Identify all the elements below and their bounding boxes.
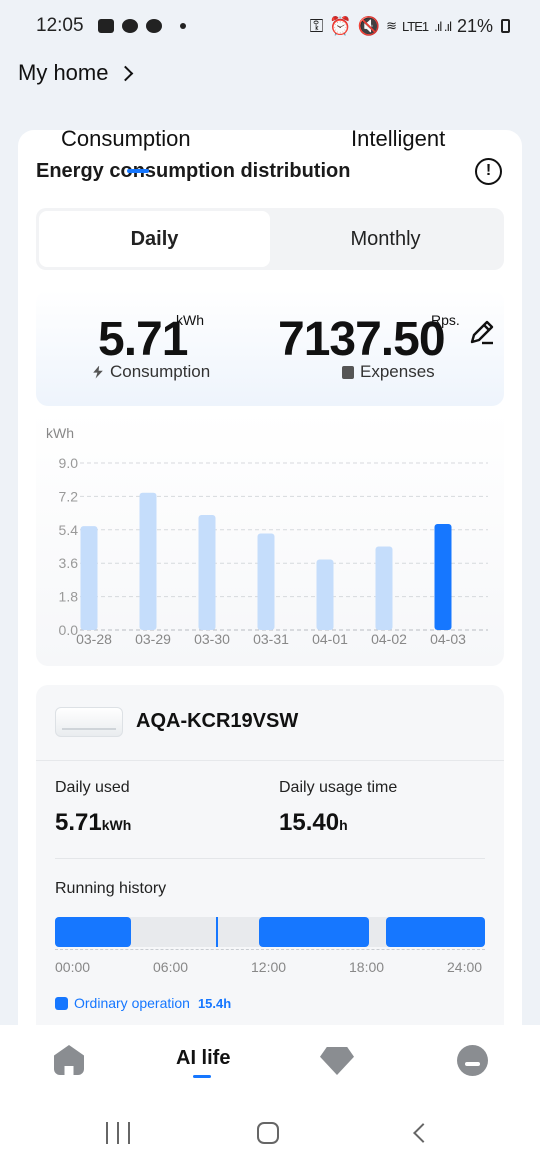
battery-percent: 21% bbox=[456, 15, 493, 36]
running-history-label: Running history bbox=[55, 880, 167, 897]
edit-icon[interactable] bbox=[468, 318, 496, 346]
legend-label: Ordinary operation bbox=[74, 995, 190, 1011]
recent-apps-icon[interactable] bbox=[106, 1122, 130, 1144]
bar bbox=[139, 492, 157, 630]
segment-daily[interactable]: Daily bbox=[39, 211, 270, 267]
usage-time-label: Daily usage time bbox=[279, 779, 398, 796]
x-tick-label: 04-01 bbox=[312, 631, 348, 647]
signal-icon: .ıl .ıl bbox=[434, 18, 452, 34]
section-title: Energy consumption distribution bbox=[36, 160, 351, 182]
daily-used-label: Daily used bbox=[55, 779, 130, 796]
timeline-segment bbox=[259, 917, 369, 947]
expenses-value: 7137.50 bbox=[278, 313, 446, 366]
legend: Ordinary operation 15.4h bbox=[55, 995, 231, 1011]
expenses-unit: Rps. bbox=[431, 312, 460, 328]
daily-used-number: 5.71 bbox=[55, 809, 102, 836]
timeline-tick: 00:00 bbox=[55, 959, 91, 975]
bolt-icon bbox=[93, 365, 103, 379]
bar bbox=[257, 533, 275, 630]
messenger-icon bbox=[121, 19, 138, 33]
summary-box: 5.71 kWh Consumption 7137.50 Rps. Expens… bbox=[36, 290, 504, 406]
device-header[interactable]: AQA-KCR19VSW bbox=[36, 685, 504, 761]
y-axis-label: kWh bbox=[46, 425, 74, 441]
info-icon[interactable]: ! bbox=[475, 158, 502, 185]
timeline-segment bbox=[386, 917, 485, 947]
network-label: LTE1 bbox=[402, 18, 429, 34]
diamond-icon[interactable] bbox=[320, 1047, 354, 1075]
home-icon[interactable] bbox=[54, 1045, 84, 1075]
device-name: AQA-KCR19VSW bbox=[136, 710, 299, 732]
system-home-icon[interactable] bbox=[257, 1122, 279, 1144]
consumption-unit: kWh bbox=[176, 312, 204, 328]
y-tick-label: 5.4 bbox=[59, 522, 79, 538]
consumption-label: Consumption bbox=[110, 362, 211, 381]
usage-time-unit: h bbox=[339, 817, 348, 833]
consumption-value: 5.71 bbox=[98, 313, 188, 366]
status-time: 12:05 bbox=[36, 15, 84, 36]
timeline-tick: 24:00 bbox=[447, 959, 483, 975]
expenses-label-row: Expenses bbox=[342, 362, 435, 382]
bar bbox=[375, 546, 393, 630]
active-nav-indicator bbox=[193, 1075, 211, 1078]
timeline-tick: 18:00 bbox=[349, 959, 385, 975]
expenses-label: Expenses bbox=[360, 362, 435, 381]
mute-icon: 🔇 bbox=[357, 15, 381, 36]
period-segment: Daily Monthly bbox=[36, 208, 504, 270]
bar bbox=[80, 526, 98, 630]
alarm-icon: ⏰ bbox=[329, 15, 352, 36]
tab-consumption[interactable]: Consumption bbox=[61, 126, 191, 151]
x-tick-label: 03-30 bbox=[194, 631, 230, 647]
profile-icon[interactable] bbox=[457, 1045, 488, 1076]
bar bbox=[316, 559, 334, 630]
segment-monthly[interactable]: Monthly bbox=[350, 227, 421, 250]
consumption-chart: kWh 0.0 1.8 3.6 5.4 7.2 9.0 03-28 03-29 03-30 03-3… bbox=[36, 410, 504, 666]
more-notifications-icon bbox=[179, 23, 186, 29]
key-icon: ⚿ bbox=[309, 15, 324, 36]
timeline-tick: 12:00 bbox=[251, 959, 287, 975]
bar-chart: kWh 0.0 1.8 3.6 5.4 7.2 9.0 03-28 03-29 03-30 03-3… bbox=[46, 425, 488, 647]
timeline-axis bbox=[55, 949, 485, 950]
device-panel[interactable]: AQA-KCR19VSW Daily used 5.71kWh Daily us… bbox=[36, 685, 504, 1030]
expenses-icon bbox=[342, 365, 354, 379]
cloud-icon bbox=[145, 19, 162, 33]
gallery-icon bbox=[97, 19, 114, 33]
back-icon[interactable] bbox=[413, 1123, 433, 1143]
air-conditioner-icon bbox=[55, 707, 123, 737]
y-tick-label: 1.8 bbox=[59, 589, 79, 605]
x-tick-label: 03-28 bbox=[76, 631, 112, 647]
x-tick-label: 03-31 bbox=[253, 631, 289, 647]
x-tick-label: 03-29 bbox=[135, 631, 171, 647]
page-title: My home bbox=[18, 60, 109, 85]
usage-time-number: 15.40 bbox=[279, 809, 340, 836]
timeline-marker bbox=[216, 917, 218, 947]
home-selector[interactable]: My home bbox=[18, 60, 134, 86]
consumption-label-row: Consumption bbox=[92, 362, 210, 382]
y-tick-label: 9.0 bbox=[59, 455, 79, 471]
daily-used-unit: kWh bbox=[101, 817, 132, 833]
x-tick-label: 04-02 bbox=[371, 631, 407, 647]
bottom-nav: AI life bbox=[0, 1025, 540, 1095]
legend-value: 15.4h bbox=[197, 995, 232, 1011]
legend-swatch bbox=[55, 996, 68, 1010]
running-timeline bbox=[55, 917, 485, 947]
battery-icon bbox=[501, 19, 510, 33]
chevron-right-icon bbox=[118, 65, 134, 81]
divider bbox=[55, 858, 485, 859]
x-tick-label: 04-03 bbox=[430, 631, 466, 647]
daily-used-value: 5.71kWh bbox=[55, 809, 131, 837]
status-bar: 12:05 ⚿ ⏰ 🔇 ≋ LTE1 .ıl .ıl 21% bbox=[0, 0, 540, 52]
nav-ai-life[interactable]: AI life bbox=[176, 1047, 231, 1069]
wifi-icon: ≋ bbox=[386, 18, 397, 33]
system-nav bbox=[0, 1095, 540, 1170]
y-tick-label: 0.0 bbox=[59, 622, 79, 638]
bar bbox=[198, 514, 216, 630]
y-tick-label: 7.2 bbox=[59, 488, 79, 504]
active-tab-indicator bbox=[127, 169, 149, 173]
timeline-tick: 06:00 bbox=[153, 959, 189, 975]
y-tick-label: 3.6 bbox=[59, 555, 79, 571]
bar bbox=[434, 524, 452, 630]
tab-intelligent[interactable]: Intelligent bbox=[351, 126, 446, 151]
usage-time-value: 15.40h bbox=[279, 809, 348, 837]
timeline-segment bbox=[55, 917, 131, 947]
